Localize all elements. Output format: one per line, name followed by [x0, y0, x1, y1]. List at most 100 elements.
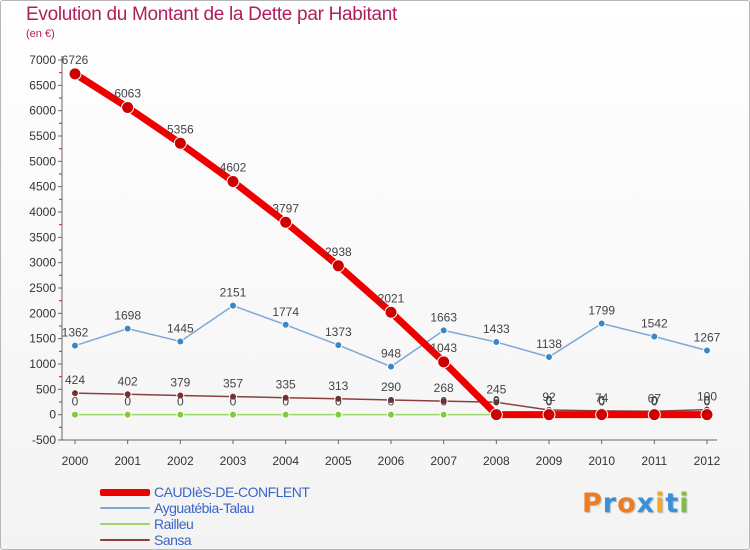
data-label-3: 379: [170, 375, 190, 389]
legend-item-ayguatebia: Ayguatébia-Talau: [100, 500, 309, 516]
x-tick-label: 2002: [167, 454, 194, 468]
data-label-2: 0: [546, 395, 553, 409]
y-tick-label: 500: [36, 382, 56, 396]
data-point-1: [176, 337, 185, 346]
data-point-1: [492, 338, 501, 347]
x-tick-label: 2007: [430, 454, 457, 468]
x-tick-label: 2005: [325, 454, 352, 468]
legend-swatch-sansa: [100, 539, 150, 541]
chart-legend: CAUDIèS-DE-CONFLENT Ayguatébia-Talau Rai…: [100, 484, 310, 548]
data-point-0: [279, 215, 293, 229]
data-point-2: [176, 410, 185, 419]
x-tick-label: 2000: [62, 454, 89, 468]
data-point-0: [121, 100, 135, 114]
data-label-1: 2151: [220, 286, 247, 300]
data-label-2: 0: [651, 395, 658, 409]
data-point-2: [229, 410, 237, 419]
data-point-0: [595, 408, 609, 422]
legend-swatch-caudies: [100, 488, 150, 496]
x-tick-label: 2001: [114, 454, 141, 468]
data-label-0: 5356: [167, 122, 194, 136]
data-label-2: 0: [335, 395, 342, 409]
chart-title: Evolution du Montant de la Dette par Hab…: [26, 4, 397, 25]
logo-letter: t: [665, 488, 680, 519]
data-label-3: 268: [434, 381, 454, 395]
data-point-1: [281, 320, 290, 329]
y-tick-label: 4000: [29, 205, 56, 219]
data-label-3: 424: [65, 373, 85, 387]
data-label-2: 0: [282, 395, 289, 409]
y-tick-label: 1500: [29, 332, 56, 346]
data-label-1: 1433: [483, 322, 510, 336]
data-point-3: [71, 389, 79, 398]
data-label-1: 1138: [536, 337, 562, 351]
data-point-3: [439, 397, 448, 406]
data-point-1: [334, 341, 343, 350]
data-label-0: 3797: [272, 201, 299, 215]
data-point-1: [123, 324, 132, 333]
data-label-2: 0: [704, 395, 711, 409]
legend-label: Ayguatébia-Talau: [154, 500, 254, 516]
data-label-2: 0: [493, 395, 500, 409]
legend-label: Railleu: [154, 516, 194, 532]
data-point-3: [334, 394, 343, 403]
data-label-0: 4602: [220, 160, 247, 174]
y-tick-label: 2500: [29, 281, 56, 295]
data-point-2: [439, 410, 448, 419]
y-tick-label: 3500: [29, 230, 56, 244]
y-tick-label: 6500: [29, 78, 56, 92]
x-tick-label: 2006: [378, 454, 405, 468]
x-tick-label: 2004: [272, 454, 299, 468]
data-label-3: 290: [381, 380, 401, 394]
data-point-2: [123, 410, 132, 419]
data-point-2: [334, 410, 343, 419]
data-label-3: 67: [648, 391, 662, 405]
data-label-2: 0: [230, 395, 237, 409]
data-label-2: 0: [388, 395, 395, 409]
logo-letter: r: [602, 488, 618, 519]
data-label-3: 100: [697, 390, 717, 404]
data-point-2: [71, 410, 79, 419]
data-point-1: [545, 353, 553, 362]
data-label-0: 6726: [62, 53, 89, 67]
logo-letter: i: [655, 488, 666, 519]
data-label-3: 335: [276, 378, 296, 392]
data-label-3: 245: [486, 382, 506, 396]
data-point-0: [542, 408, 556, 422]
data-label-1: 1362: [62, 326, 89, 340]
data-point-3: [176, 391, 185, 400]
y-tick-label: 7000: [29, 53, 56, 67]
data-point-1: [439, 326, 448, 335]
data-label-1: 1774: [272, 305, 299, 319]
legend-label: CAUDIèS-DE-CONFLENT: [154, 484, 310, 500]
x-tick-label: 2003: [220, 454, 247, 468]
data-point-1: [229, 301, 237, 310]
data-label-0: 0: [546, 394, 553, 408]
data-point-3: [281, 393, 290, 402]
y-tick-label: 5000: [29, 154, 56, 168]
data-label-0: 2938: [325, 245, 352, 259]
data-point-1: [650, 332, 659, 341]
legend-swatch-ayguatebia: [100, 507, 150, 509]
data-point-1: [703, 346, 711, 355]
data-label-0: 0: [493, 394, 500, 408]
y-tick-label: 2000: [29, 306, 56, 320]
logo-letter: i: [679, 488, 690, 519]
y-tick-label: 3000: [29, 256, 56, 270]
data-label-2: 0: [72, 395, 79, 409]
data-label-1: 1663: [430, 310, 457, 324]
legend-item-caudies: CAUDIèS-DE-CONFLENT: [100, 484, 310, 500]
data-point-0: [489, 408, 503, 422]
data-label-0: 0: [651, 394, 658, 408]
x-tick-label: 2009: [536, 454, 563, 468]
data-point-0: [226, 174, 240, 188]
data-point-1: [597, 319, 606, 328]
data-point-0: [68, 67, 82, 81]
data-point-3: [492, 398, 501, 407]
y-tick-label: 4500: [29, 180, 56, 194]
data-point-0: [331, 259, 345, 273]
chart-subtitle: (en €): [26, 28, 55, 40]
data-label-1: 1373: [325, 325, 352, 339]
